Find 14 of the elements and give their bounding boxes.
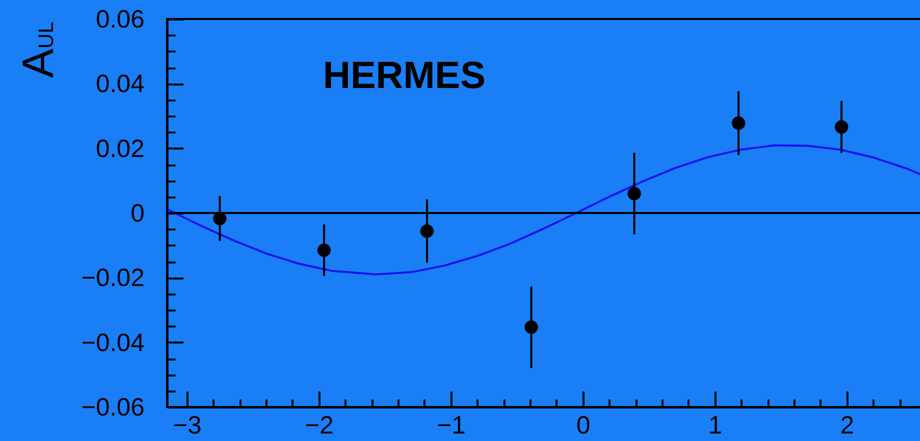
y-tick-label: 0	[130, 200, 144, 228]
x-tick-label: −1	[437, 412, 466, 440]
y-tick-label: 0.06	[96, 6, 144, 34]
y-tick-label: 0.04	[96, 70, 145, 98]
x-tick-label: 1	[708, 412, 722, 440]
y-tick-label: −0.02	[81, 264, 144, 292]
x-tick-label: 2	[840, 412, 854, 440]
annotation: HERMES	[323, 55, 486, 97]
x-tick-label: −3	[173, 412, 202, 440]
y-tick-label: 0.02	[96, 134, 144, 163]
y-tick-label: −0.04	[81, 328, 145, 357]
y-tick-label: −0.06	[81, 394, 144, 422]
x-tick-label: 0	[576, 412, 590, 440]
x-tick-label: −2	[305, 412, 334, 440]
